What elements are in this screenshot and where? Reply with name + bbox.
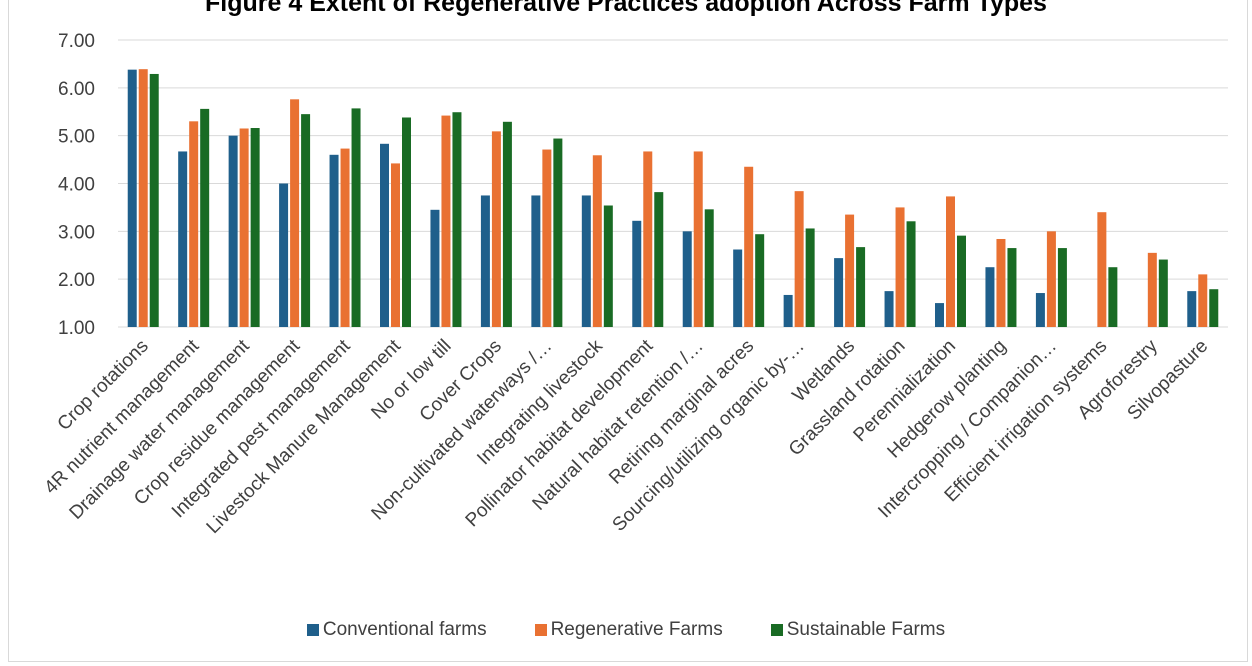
bar-conventional-farms	[834, 258, 844, 327]
bar-regenerative-farms	[744, 166, 754, 327]
bar-conventional-farms	[783, 294, 793, 327]
bar-sustainable-farms	[149, 73, 159, 327]
legend-item: Sustainable Farms	[770, 619, 946, 641]
bar-regenerative-farms	[946, 196, 955, 327]
bar-sustainable-farms	[1057, 248, 1067, 327]
bar-regenerative-farms	[391, 163, 400, 327]
bar-sustainable-farms	[704, 209, 714, 327]
bar-sustainable-farms	[957, 235, 966, 327]
bar-sustainable-farms	[755, 234, 765, 327]
bar-regenerative-farms	[996, 238, 1006, 327]
bar-conventional-farms	[127, 69, 137, 327]
bar-regenerative-farms	[1097, 212, 1107, 327]
bar-conventional-farms	[884, 291, 894, 327]
bar-regenerative-farms	[794, 191, 804, 327]
bar-sustainable-farms	[301, 114, 311, 328]
bar-conventional-farms	[733, 249, 743, 327]
bar-regenerative-farms	[693, 151, 703, 327]
bar-conventional-farms	[279, 183, 289, 327]
legend-item: Conventional farms	[306, 619, 487, 641]
bar-conventional-farms	[581, 195, 591, 327]
bar-conventional-farms	[1035, 293, 1045, 327]
bar-conventional-farms	[632, 220, 642, 327]
legend-label: Sustainable Farms	[786, 619, 946, 640]
bar-regenerative-farms	[290, 99, 300, 328]
bar-conventional-farms	[682, 231, 692, 327]
bar-conventional-farms	[178, 151, 188, 327]
bar-sustainable-farms	[1007, 248, 1017, 327]
bar-sustainable-farms	[654, 192, 664, 327]
bar-sustainable-farms	[856, 247, 866, 327]
legend-swatch	[534, 624, 547, 636]
bar-sustainable-farms	[502, 121, 512, 327]
bar-regenerative-farms	[1147, 252, 1157, 327]
bar-conventional-farms	[480, 195, 490, 327]
bar-regenerative-farms	[895, 207, 905, 327]
legend-label: Conventional farms	[322, 619, 487, 640]
bar-sustainable-farms	[906, 221, 916, 327]
y-tick-label: 1.00	[58, 318, 95, 339]
y-tick-label: 3.00	[58, 222, 95, 243]
legend-item: Regenerative Farms	[534, 619, 723, 641]
bar-sustainable-farms	[805, 228, 815, 327]
y-tick-label: 2.00	[58, 270, 95, 291]
legend-swatch	[770, 624, 783, 636]
bar-regenerative-farms	[441, 115, 451, 328]
bar-sustainable-farms	[1158, 259, 1168, 327]
legend: Conventional farms Regenerative Farms Sust…	[0, 619, 1252, 641]
chart-title: Figure 4 Extent of Regenerative Practice…	[205, 0, 1047, 17]
bar-regenerative-farms	[1198, 274, 1208, 327]
bar-conventional-farms	[380, 143, 389, 327]
bar-regenerative-farms	[138, 69, 148, 327]
y-tick-label: 5.00	[58, 127, 95, 148]
bar-sustainable-farms	[250, 128, 260, 327]
bar-regenerative-farms	[340, 148, 350, 327]
bar-sustainable-farms	[351, 108, 361, 327]
bar-regenerative-farms	[592, 155, 602, 327]
bar-sustainable-farms	[603, 205, 613, 327]
bar-conventional-farms	[329, 154, 339, 327]
bar-conventional-farms	[935, 303, 944, 327]
y-tick-label: 7.00	[58, 31, 95, 52]
bar-conventional-farms	[228, 135, 238, 327]
bar-regenerative-farms	[643, 151, 653, 327]
y-tick-label: 6.00	[58, 79, 95, 100]
bar-sustainable-farms	[553, 138, 563, 327]
legend-label: Regenerative Farms	[550, 619, 723, 640]
bar-regenerative-farms	[189, 121, 199, 327]
bar-sustainable-farms	[200, 108, 210, 327]
bar-sustainable-farms	[1108, 267, 1118, 327]
y-tick-label: 4.00	[58, 175, 95, 196]
bar-sustainable-farms	[402, 117, 411, 328]
chart-frame	[8, 0, 1248, 662]
bar-regenerative-farms	[542, 149, 552, 327]
bar-regenerative-farms	[491, 131, 501, 327]
bar-regenerative-farms	[845, 214, 855, 327]
bar-conventional-farms	[985, 267, 995, 327]
bar-regenerative-farms	[1046, 231, 1056, 327]
bar-conventional-farms	[1187, 291, 1197, 327]
bar-regenerative-farms	[239, 128, 249, 327]
bar-conventional-farms	[430, 209, 440, 327]
bar-sustainable-farms	[1209, 289, 1219, 327]
bar-sustainable-farms	[452, 112, 462, 327]
legend-swatch	[306, 624, 319, 636]
bar-conventional-farms	[531, 195, 541, 327]
